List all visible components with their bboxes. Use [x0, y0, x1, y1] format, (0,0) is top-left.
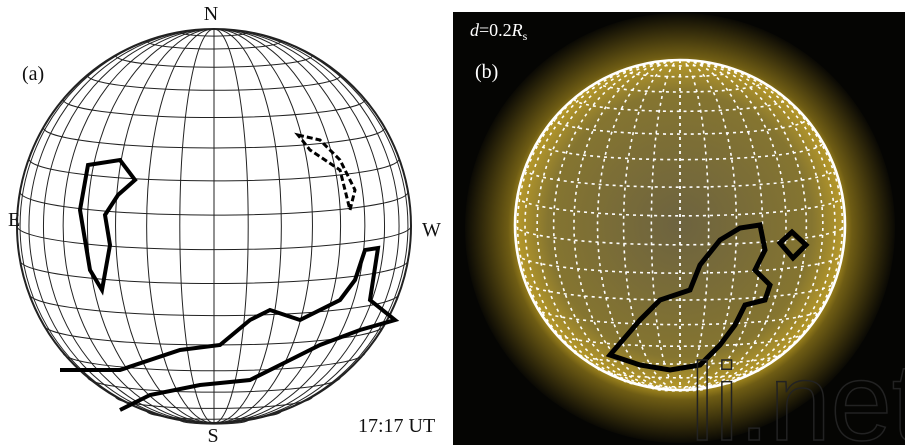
meridian [29, 29, 214, 423]
north-label: N [204, 3, 218, 25]
meridian [214, 29, 408, 423]
panel-b-label: (b) [475, 61, 498, 83]
meridian [147, 29, 214, 423]
figure: N (a) E W S 17:17 UT d=0.2Rs (b) li.net [0, 0, 905, 445]
radius-subscript: s [523, 29, 528, 43]
meridian [20, 29, 214, 423]
south-label: S [207, 425, 218, 445]
meridian [116, 29, 214, 423]
panel-a-label: (a) [22, 63, 44, 85]
filament-contour [80, 160, 135, 290]
east-label: E [8, 209, 20, 231]
radius-symbol: R [511, 20, 523, 40]
meridian [214, 29, 399, 423]
meridian [214, 29, 365, 423]
globe-a [17, 29, 411, 424]
filament-contour [298, 135, 355, 210]
meridian [43, 29, 214, 423]
distance-label: d=0.2Rs [470, 20, 528, 43]
distance-value: =0.2 [479, 20, 512, 40]
meridian [214, 29, 385, 423]
meridian [214, 29, 248, 423]
meridian [214, 29, 312, 423]
west-label: W [422, 219, 441, 241]
watermark: li.net [690, 341, 905, 445]
time-label: 17:17 UT [358, 415, 435, 437]
meridian [180, 29, 214, 423]
meridian [214, 29, 281, 423]
